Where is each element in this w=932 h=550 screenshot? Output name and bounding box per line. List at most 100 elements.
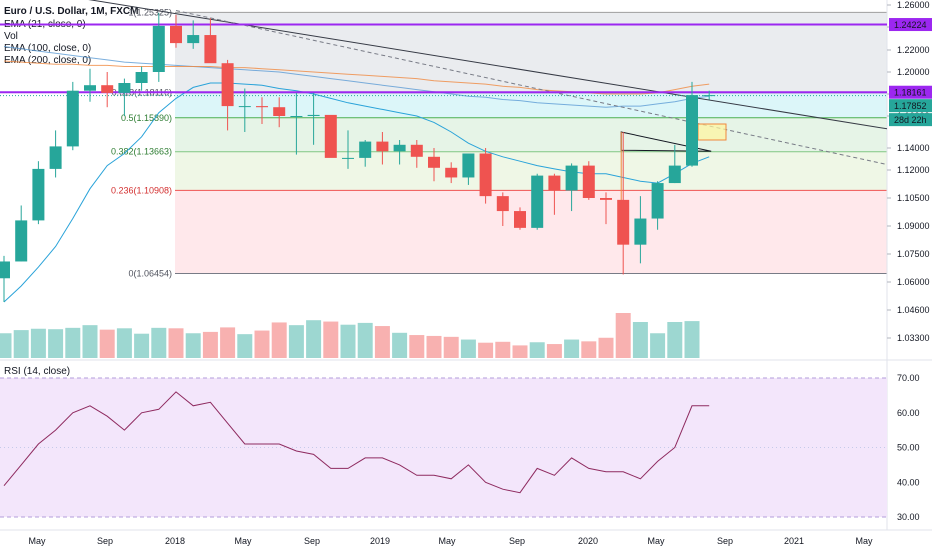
price-tag-level: 1.18161 [894, 88, 927, 98]
candle-body [152, 25, 165, 72]
candle-body [135, 72, 148, 83]
rsi-tick-label: 30.00 [897, 512, 920, 522]
price-tick-label: 1.07500 [897, 249, 930, 259]
volume-bar [323, 321, 339, 358]
volume-bar [667, 322, 683, 358]
volume-bar [0, 333, 12, 358]
time-tick-label: 2018 [165, 536, 185, 546]
candle-body [84, 85, 96, 91]
candle-body [15, 220, 28, 262]
candle-body [686, 95, 698, 166]
time-tick-label: May [855, 536, 873, 546]
price-tick-label: 1.04600 [897, 305, 930, 315]
volume-bar [220, 327, 236, 358]
candle-body [393, 144, 406, 152]
fib-zone [175, 92, 887, 118]
volume-bar [443, 336, 459, 358]
target-box [697, 123, 727, 141]
volume-bar [564, 339, 580, 358]
fib-label: 1(1.25325) [128, 7, 172, 17]
candle-body [118, 83, 131, 93]
price-tag-last-bg [889, 99, 932, 113]
candle-body [651, 183, 664, 219]
price-tick-label: 1.10500 [897, 193, 930, 203]
price-tag-last: 1.17852 [894, 101, 927, 111]
time-tick-label: 2021 [784, 536, 804, 546]
candle-body [32, 168, 45, 221]
volume-bar [271, 322, 287, 358]
price-tick-label: 1.09000 [897, 221, 930, 231]
volume-bar [357, 322, 373, 358]
price-tick-label: 1.12000 [897, 165, 930, 175]
volume-bar [185, 333, 201, 358]
candle-body [204, 35, 217, 64]
price-tick-label: 1.26000 [897, 0, 930, 10]
candle-body [479, 153, 492, 197]
fib-zone [175, 190, 887, 274]
candle-body [342, 157, 354, 159]
trendline-descending [88, 0, 888, 130]
volume-bar [512, 345, 528, 358]
price-tag-countdown: 28d 22h [894, 115, 927, 125]
price-tag-countdown-bg [889, 113, 932, 127]
price-tick-label: 1.03300 [897, 333, 930, 343]
volume-bar [495, 341, 511, 358]
candle-body [428, 156, 440, 168]
candle-body [221, 63, 234, 107]
volume-bar [392, 332, 408, 358]
price-tag-resistance-bg [889, 18, 932, 32]
volume-bar [529, 342, 545, 358]
rsi-tick-label: 40.00 [897, 477, 920, 487]
legend-rsi: RSI (14, close) [4, 366, 71, 377]
price-tag-level-bg [889, 85, 932, 99]
volume-bar [134, 333, 150, 358]
volume-bar [460, 339, 476, 358]
candle-body [359, 141, 372, 158]
time-tick-label: 2019 [370, 536, 390, 546]
candle-body [617, 199, 630, 245]
candle-body [307, 114, 320, 116]
volume-bar [99, 329, 115, 358]
candle-body [187, 35, 200, 44]
time-tick-label: May [234, 536, 252, 546]
candle-body [531, 175, 544, 228]
time-tick-label: Sep [509, 536, 525, 546]
candle-body [290, 116, 303, 117]
volume-bar [409, 335, 425, 358]
volume-bar [632, 322, 648, 358]
rsi-tick-label: 60.00 [897, 408, 920, 418]
volume-bar [374, 326, 390, 358]
fib-zone [175, 151, 887, 191]
candle-body [66, 90, 79, 147]
volume-bar [202, 331, 218, 358]
candle-body [496, 196, 509, 212]
fib-label: 0.236(1.10908) [111, 185, 172, 195]
volume-bar [65, 327, 81, 358]
rsi-tick-label: 70.00 [897, 373, 920, 383]
candle-body [548, 175, 561, 191]
candle-body [238, 106, 251, 108]
candle-body [514, 211, 526, 228]
rsi-line [3, 391, 710, 494]
volume-bar [546, 344, 562, 358]
fib-zone [175, 117, 887, 152]
volume-bar [288, 325, 304, 358]
time-tick-label: Sep [717, 536, 733, 546]
fib-label: 0.382(1.13663) [111, 147, 172, 157]
volume-bar [254, 330, 270, 358]
time-tick-label: May [438, 536, 456, 546]
legend-symbol: Euro / U.S. Dollar, 1M, FXCM [4, 6, 139, 17]
legend-ema200: EMA (200, close, 0) [4, 55, 92, 66]
candle-body [170, 25, 182, 44]
volume-bar [615, 313, 631, 358]
time-tick-label: May [647, 536, 665, 546]
volume-bar [598, 337, 614, 358]
fib-zone [175, 12, 887, 93]
volume-bar [30, 328, 46, 358]
volume-bar [478, 342, 494, 358]
volume-bar [82, 325, 98, 358]
candle-body [565, 165, 578, 191]
rsi-band [0, 378, 887, 517]
candle-body [462, 153, 475, 178]
